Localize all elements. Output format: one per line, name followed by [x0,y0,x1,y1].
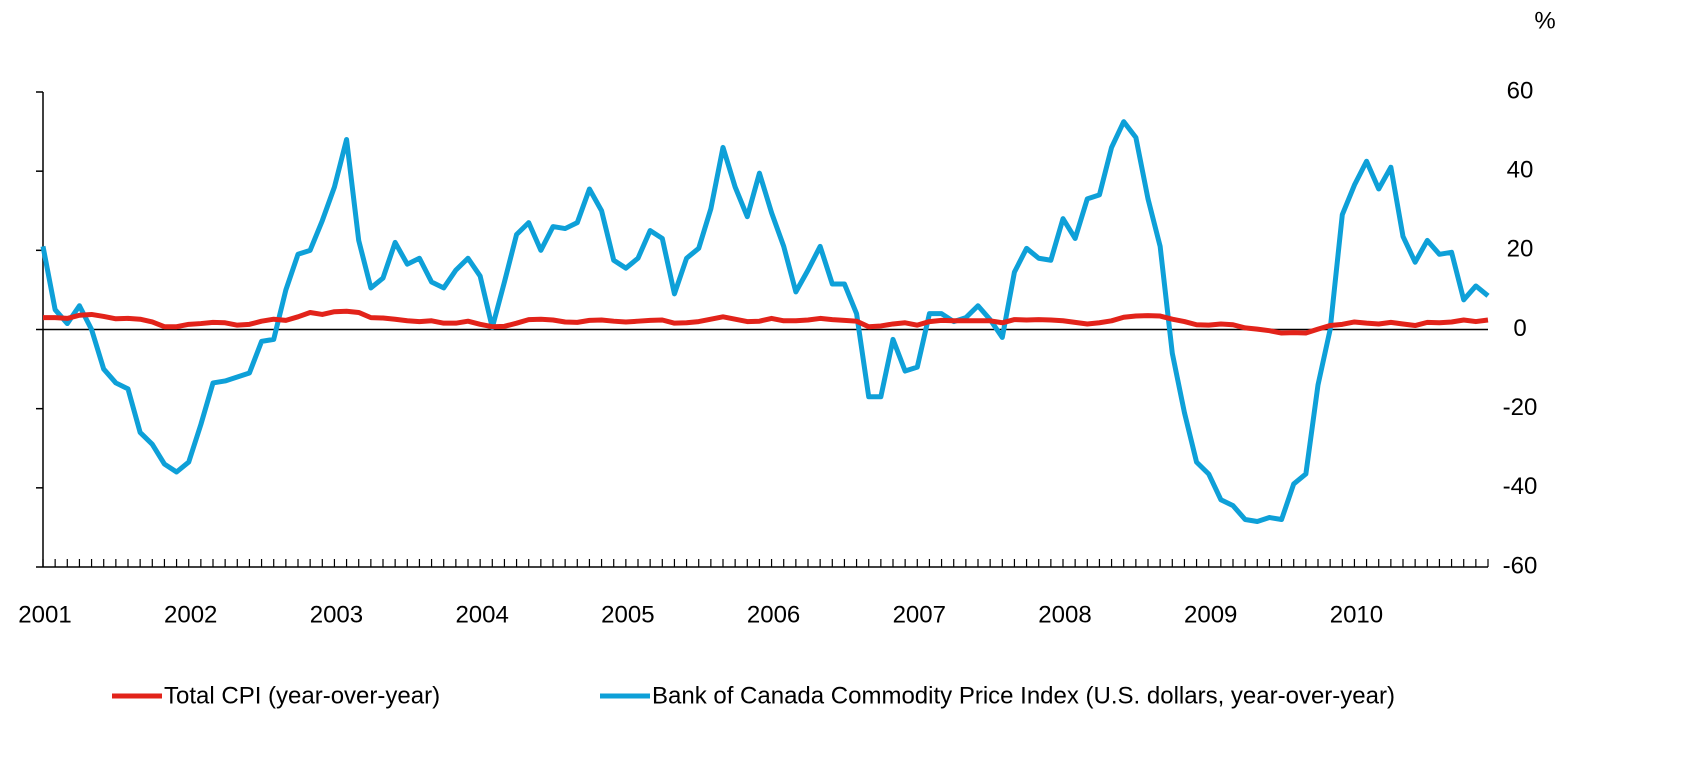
legend-label: Total CPI (year-over-year) [164,682,440,709]
y-tick-label: 0 [1513,315,1526,342]
y-tick-label: -40 [1503,473,1538,500]
x-tick-label: 2009 [1184,601,1237,628]
x-tick-label: 2010 [1330,601,1383,628]
legend-label: Bank of Canada Commodity Price Index (U.… [652,682,1395,709]
x-tick-label: 2004 [455,601,508,628]
x-tick-label: 2008 [1038,601,1091,628]
y-axis-unit: % [1534,7,1555,34]
series-line [43,308,1489,336]
x-tick-label: 2002 [164,601,217,628]
series-line [40,119,1490,524]
x-tick-label: 2003 [310,601,363,628]
y-tick-label: 60 [1507,77,1534,104]
y-tick-label: -60 [1503,552,1538,579]
y-tick-label: 20 [1507,236,1534,263]
x-tick-label: 2007 [893,601,946,628]
y-tick-label: -20 [1503,394,1538,421]
x-tick-label: 2001 [18,601,71,628]
x-tick-label: 2005 [601,601,654,628]
x-tick-label: 2006 [747,601,800,628]
y-tick-label: 40 [1507,157,1534,184]
